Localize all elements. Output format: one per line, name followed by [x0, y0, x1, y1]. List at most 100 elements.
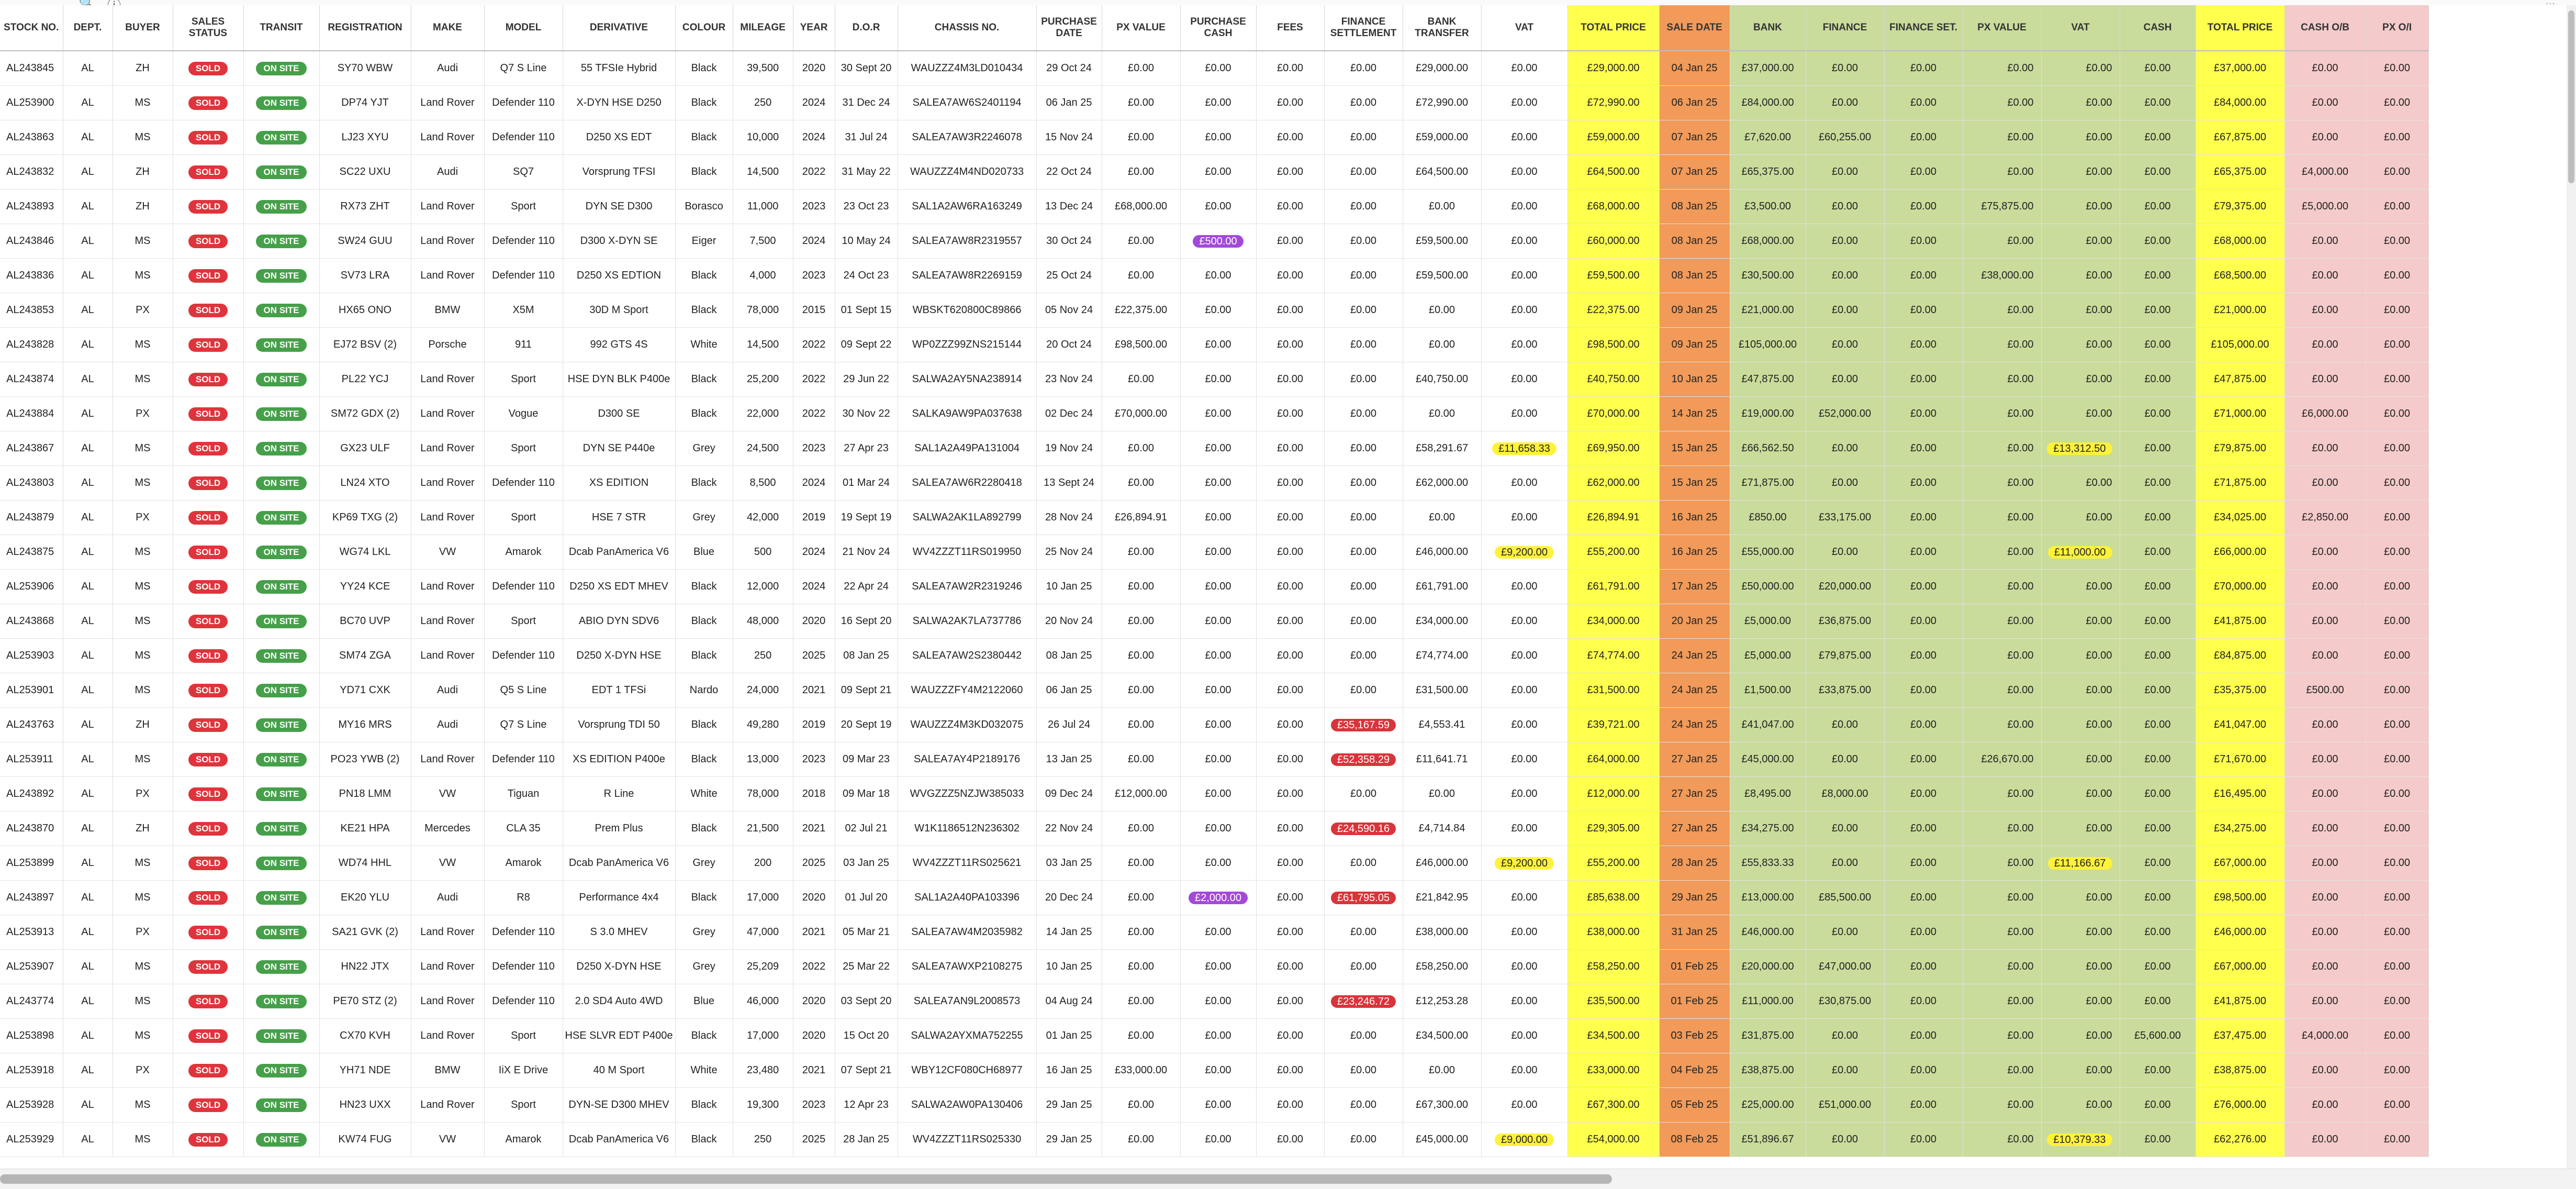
cell-buyer[interactable]: ZH [113, 189, 173, 224]
table-row[interactable]: AL243832 AL ZH SOLD ON SITE SC22 UXU Audi SQ7 Vo… [0, 154, 2429, 190]
cell-buyer[interactable]: PX [113, 396, 173, 431]
cell-px[interactable]: £26,894.91 [1102, 500, 1181, 535]
table-row[interactable]: AL243828 AL MS SOLD ON SITE EJ72 BSV (2) Porsc… [0, 327, 2429, 362]
cell-finset[interactable]: £23,246.72 [1324, 984, 1403, 1019]
cell-px[interactable]: £0.00 [1102, 604, 1181, 639]
cell-make[interactable]: Land Rover [411, 569, 485, 604]
cell-finset2[interactable]: £0.00 [1884, 258, 1963, 293]
cell-colour[interactable]: Black [675, 362, 733, 397]
cell-colour[interactable]: Black [675, 811, 733, 846]
cell-deriv[interactable]: Vorsprung TFSI [563, 154, 676, 190]
cell-make[interactable]: Land Rover [411, 396, 485, 431]
cell-fees[interactable]: £0.00 [1256, 396, 1325, 431]
cell-total2[interactable]: £71,000.00 [2196, 396, 2285, 431]
cell-dor[interactable]: 03 Sept 20 [835, 984, 898, 1019]
cell-dor[interactable]: 31 Dec 24 [835, 85, 898, 120]
cell-make[interactable]: Land Rover [411, 85, 485, 120]
cell-cash[interactable]: £0.00 [2120, 327, 2196, 362]
cell-dept[interactable]: AL [63, 776, 113, 812]
cell-pcash[interactable]: £0.00 [1180, 707, 1257, 742]
cell-finset[interactable]: £0.00 [1324, 431, 1403, 466]
cell-make[interactable]: Land Rover [411, 1018, 485, 1053]
cell-dept[interactable]: AL [63, 1087, 113, 1123]
cell-total[interactable]: £33,000.00 [1567, 1053, 1660, 1088]
cell-finset[interactable]: £0.00 [1324, 362, 1403, 397]
cell-pxo[interactable]: £0.00 [2366, 1122, 2429, 1157]
cell-finset2[interactable]: £0.00 [1884, 776, 1963, 812]
cell-deriv[interactable]: D250 XS EDT MHEV [563, 569, 676, 604]
cell-status[interactable]: SOLD [173, 258, 244, 293]
cell-mileage[interactable]: 17,000 [733, 880, 793, 915]
cell-model[interactable]: X5M [484, 293, 563, 328]
cell-fin[interactable]: £36,875.00 [1806, 604, 1885, 639]
cell-deriv[interactable]: Dcab PanAmerica V6 [563, 846, 676, 881]
cell-sdate[interactable]: 27 Jan 25 [1659, 742, 1730, 777]
cell-status[interactable]: SOLD [173, 742, 244, 777]
cell-deriv[interactable]: HSE DYN BLK P400e [563, 362, 676, 397]
cell-vatb[interactable]: £0.00 [2041, 1053, 2120, 1088]
cell-finset2[interactable]: £0.00 [1884, 673, 1963, 708]
cell-model[interactable]: Vogue [484, 396, 563, 431]
cell-pdate[interactable]: 25 Oct 24 [1036, 258, 1102, 293]
column-header-colour[interactable]: COLOUR [675, 5, 733, 51]
cell-model[interactable]: Defender 110 [484, 949, 563, 984]
cell-mileage[interactable]: 48,000 [733, 604, 793, 639]
cell-pcash[interactable]: £0.00 [1180, 811, 1257, 846]
cell-vat[interactable]: £0.00 [1481, 293, 1568, 328]
cell-vatb[interactable]: £0.00 [2041, 120, 2120, 155]
cell-pdate[interactable]: 29 Oct 24 [1036, 51, 1102, 86]
table-row[interactable]: AL253911 AL MS SOLD ON SITE PO23 YWB (2) Land … [0, 742, 2429, 777]
cell-status[interactable]: SOLD [173, 431, 244, 466]
cell-cash[interactable]: £0.00 [2120, 431, 2196, 466]
cell-btrans[interactable]: £64,500.00 [1403, 154, 1482, 190]
table-row[interactable]: AL243763 AL ZH SOLD ON SITE MY16 MRS Audi Q7 S … [0, 707, 2429, 742]
cell-cashob[interactable]: £0.00 [2284, 880, 2366, 915]
cell-finset2[interactable]: £0.00 [1884, 465, 1963, 501]
cell-mileage[interactable]: 7,500 [733, 224, 793, 259]
cell-vat[interactable]: £9,000.00 [1481, 1122, 1568, 1157]
cell-pdate[interactable]: 19 Nov 24 [1036, 431, 1102, 466]
cell-model[interactable]: Defender 110 [484, 742, 563, 777]
cell-mileage[interactable]: 17,000 [733, 1018, 793, 1053]
cell-btrans[interactable]: £46,000.00 [1403, 846, 1482, 881]
cell-vat[interactable]: £0.00 [1481, 742, 1568, 777]
cell-model[interactable]: IiX E Drive [484, 1053, 563, 1088]
cell-cash[interactable]: £0.00 [2120, 776, 2196, 812]
cell-btrans[interactable]: £38,000.00 [1403, 915, 1482, 950]
cell-bank[interactable]: £8,495.00 [1730, 776, 1806, 812]
cell-transit[interactable]: ON SITE [243, 535, 320, 570]
cell-vat[interactable]: £0.00 [1481, 327, 1568, 362]
column-header-model[interactable]: MODEL [484, 5, 563, 51]
cell-chassis[interactable]: WV4ZZZT11RS025621 [898, 846, 1037, 881]
cell-status[interactable]: SOLD [173, 293, 244, 328]
cell-cash[interactable]: £0.00 [2120, 915, 2196, 950]
table-row[interactable]: AL253903 AL MS SOLD ON SITE SM74 ZGA Land Rove… [0, 638, 2429, 673]
cell-cash[interactable]: £0.00 [2120, 293, 2196, 328]
cell-stock[interactable]: AL253918 [0, 1053, 63, 1088]
cell-vatb[interactable]: £0.00 [2041, 224, 2120, 259]
cell-status[interactable]: SOLD [173, 880, 244, 915]
cell-reg[interactable]: HN23 UXX [319, 1087, 411, 1123]
cell-model[interactable]: Defender 110 [484, 465, 563, 501]
cell-colour[interactable]: Black [675, 742, 733, 777]
cell-status[interactable]: SOLD [173, 949, 244, 984]
cell-model[interactable]: Sport [484, 1018, 563, 1053]
cell-total[interactable]: £35,500.00 [1567, 984, 1660, 1019]
cell-chassis[interactable]: SALEA7AW2R2319246 [898, 569, 1037, 604]
column-header-status[interactable]: SALES STATUS [173, 5, 244, 51]
cell-sdate[interactable]: 03 Feb 25 [1659, 1018, 1730, 1053]
cell-stock[interactable]: AL243893 [0, 189, 63, 224]
cell-cashob[interactable]: £4,000.00 [2284, 154, 2366, 190]
cell-pcash[interactable]: £0.00 [1180, 120, 1257, 155]
cell-dept[interactable]: AL [63, 293, 113, 328]
cell-stock[interactable]: AL243892 [0, 776, 63, 812]
cell-pxo[interactable]: £0.00 [2366, 1018, 2429, 1053]
cell-dept[interactable]: AL [63, 51, 113, 86]
cell-sdate[interactable]: 05 Feb 25 [1659, 1087, 1730, 1123]
cell-dept[interactable]: AL [63, 638, 113, 673]
column-header-reg[interactable]: REGISTRATION [319, 5, 411, 51]
cell-buyer[interactable]: PX [113, 500, 173, 535]
cell-year[interactable]: 2024 [793, 85, 835, 120]
cell-colour[interactable]: Grey [675, 846, 733, 881]
cell-year[interactable]: 2025 [793, 638, 835, 673]
